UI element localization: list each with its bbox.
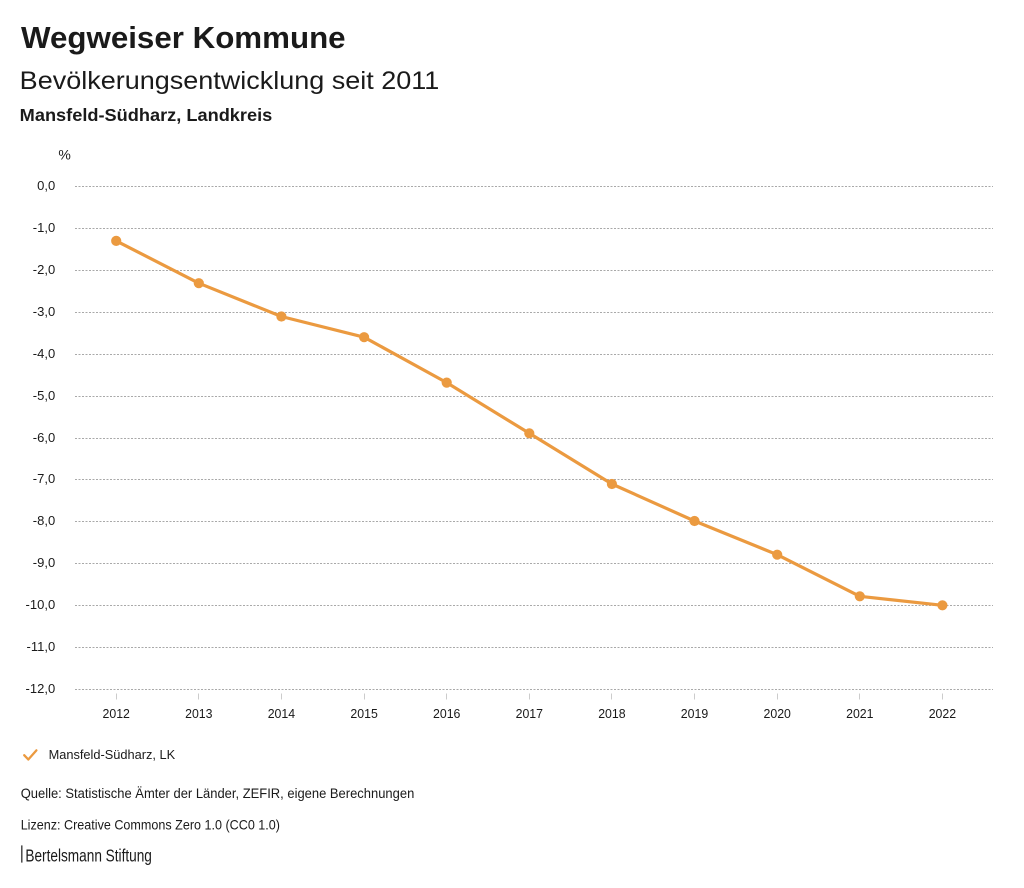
svg-text:-7,0: -7,0 bbox=[33, 471, 55, 486]
svg-text:2017: 2017 bbox=[516, 706, 543, 721]
svg-text:-10,0: -10,0 bbox=[26, 597, 56, 612]
svg-text:Bevölkerungsentwicklung seit 2: Bevölkerungsentwicklung seit 2011 bbox=[20, 68, 440, 95]
svg-text:Mansfeld-Südharz, LK: Mansfeld-Südharz, LK bbox=[49, 747, 176, 762]
svg-text:2014: 2014 bbox=[268, 706, 295, 721]
svg-text:2013: 2013 bbox=[185, 706, 212, 721]
svg-text:2019: 2019 bbox=[681, 706, 708, 721]
svg-text:-4,0: -4,0 bbox=[33, 346, 55, 361]
svg-text:Wegweiser Kommune: Wegweiser Kommune bbox=[21, 21, 346, 55]
svg-text:-2,0: -2,0 bbox=[33, 262, 55, 277]
svg-text:2016: 2016 bbox=[433, 706, 460, 721]
svg-text:-6,0: -6,0 bbox=[33, 430, 55, 445]
svg-text:-8,0: -8,0 bbox=[33, 513, 55, 528]
svg-text:-9,0: -9,0 bbox=[33, 555, 55, 570]
svg-text:-3,0: -3,0 bbox=[33, 304, 55, 319]
svg-text:-11,0: -11,0 bbox=[27, 639, 56, 654]
svg-text:-1,0: -1,0 bbox=[33, 220, 55, 235]
svg-text:2018: 2018 bbox=[598, 706, 625, 721]
svg-text:0,0: 0,0 bbox=[37, 178, 55, 193]
svg-text:Quelle: Statistische Ämter der: Quelle: Statistische Ämter der Länder, Z… bbox=[21, 785, 415, 801]
svg-text:2022: 2022 bbox=[929, 706, 956, 721]
svg-text:-12,0: -12,0 bbox=[26, 681, 56, 696]
svg-text:Mansfeld-Südharz, Landkreis: Mansfeld-Südharz, Landkreis bbox=[20, 105, 273, 125]
svg-text:Lizenz: Creative Commons Zero: Lizenz: Creative Commons Zero 1.0 (CC0 1… bbox=[21, 817, 280, 833]
svg-text:-5,0: -5,0 bbox=[33, 388, 55, 403]
svg-text:%: % bbox=[58, 147, 70, 163]
svg-text:2015: 2015 bbox=[350, 706, 377, 721]
svg-text:2012: 2012 bbox=[103, 706, 130, 721]
svg-text:2021: 2021 bbox=[846, 706, 873, 721]
svg-text:2020: 2020 bbox=[764, 706, 791, 721]
svg-text:Bertelsmann Stiftung: Bertelsmann Stiftung bbox=[25, 845, 151, 865]
